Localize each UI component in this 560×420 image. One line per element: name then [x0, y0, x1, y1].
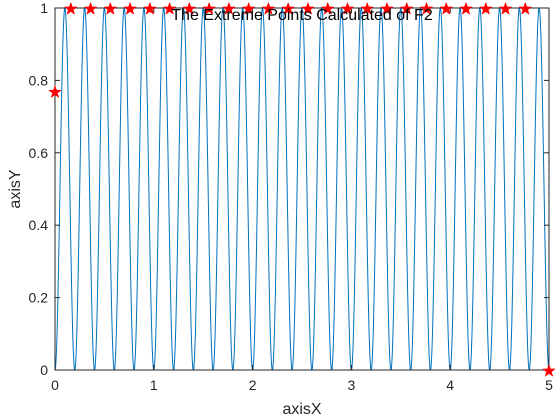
extreme-points-series	[48, 1, 556, 377]
extreme-point-marker	[478, 1, 493, 15]
extreme-point-marker	[301, 1, 315, 15]
y-tick-label: 1	[40, 0, 48, 16]
extreme-point-marker	[399, 1, 414, 15]
extreme-point-marker	[103, 1, 118, 15]
extreme-point-marker	[83, 1, 98, 15]
chart-title: The Extreme Points Calculated of F2	[171, 7, 433, 24]
extreme-point-marker	[360, 1, 375, 15]
extreme-point-marker	[542, 363, 556, 377]
axis-ticks: 0 1 2 3 4 5 0 0.2 0.4 0.6 0.8 1	[29, 0, 554, 393]
extreme-point-marker	[380, 1, 394, 15]
y-tick-label: 0	[40, 362, 48, 378]
x-tick-label: 5	[545, 377, 553, 393]
extreme-point-marker	[123, 1, 137, 15]
x-tick-label: 2	[249, 377, 257, 393]
extreme-point-marker	[439, 1, 454, 15]
extreme-point-marker	[320, 1, 335, 15]
extreme-point-marker	[48, 84, 62, 99]
axes-box	[54, 7, 550, 371]
y-axis-label: axisY	[7, 169, 24, 208]
plot-area	[55, 8, 549, 370]
x-tick-label: 3	[348, 377, 356, 393]
extreme-point-marker	[518, 1, 533, 15]
extreme-point-marker	[281, 1, 296, 15]
y-tick-label: 0.6	[29, 145, 49, 161]
y-tick-label: 0.4	[29, 217, 49, 233]
extreme-point-marker	[162, 1, 177, 15]
extreme-point-marker	[182, 1, 197, 15]
x-axis-label: axisX	[282, 401, 321, 418]
extreme-point-marker	[221, 1, 236, 15]
extreme-point-marker	[142, 1, 157, 15]
extreme-point-marker	[241, 1, 256, 15]
x-tick-label: 4	[446, 377, 454, 393]
x-tick-label: 0	[51, 377, 59, 393]
x-tick-label: 1	[150, 377, 158, 393]
extreme-point-marker	[340, 1, 355, 15]
extreme-point-marker	[202, 1, 217, 15]
extreme-point-marker	[419, 1, 434, 15]
extreme-point-marker	[459, 1, 473, 15]
axes-frame	[54, 7, 550, 371]
extreme-point-marker	[63, 1, 78, 15]
extreme-point-marker	[498, 1, 513, 15]
y-tick-label: 0.2	[29, 290, 49, 306]
extreme-point-marker	[261, 1, 276, 15]
y-tick-label: 0.8	[29, 72, 49, 88]
